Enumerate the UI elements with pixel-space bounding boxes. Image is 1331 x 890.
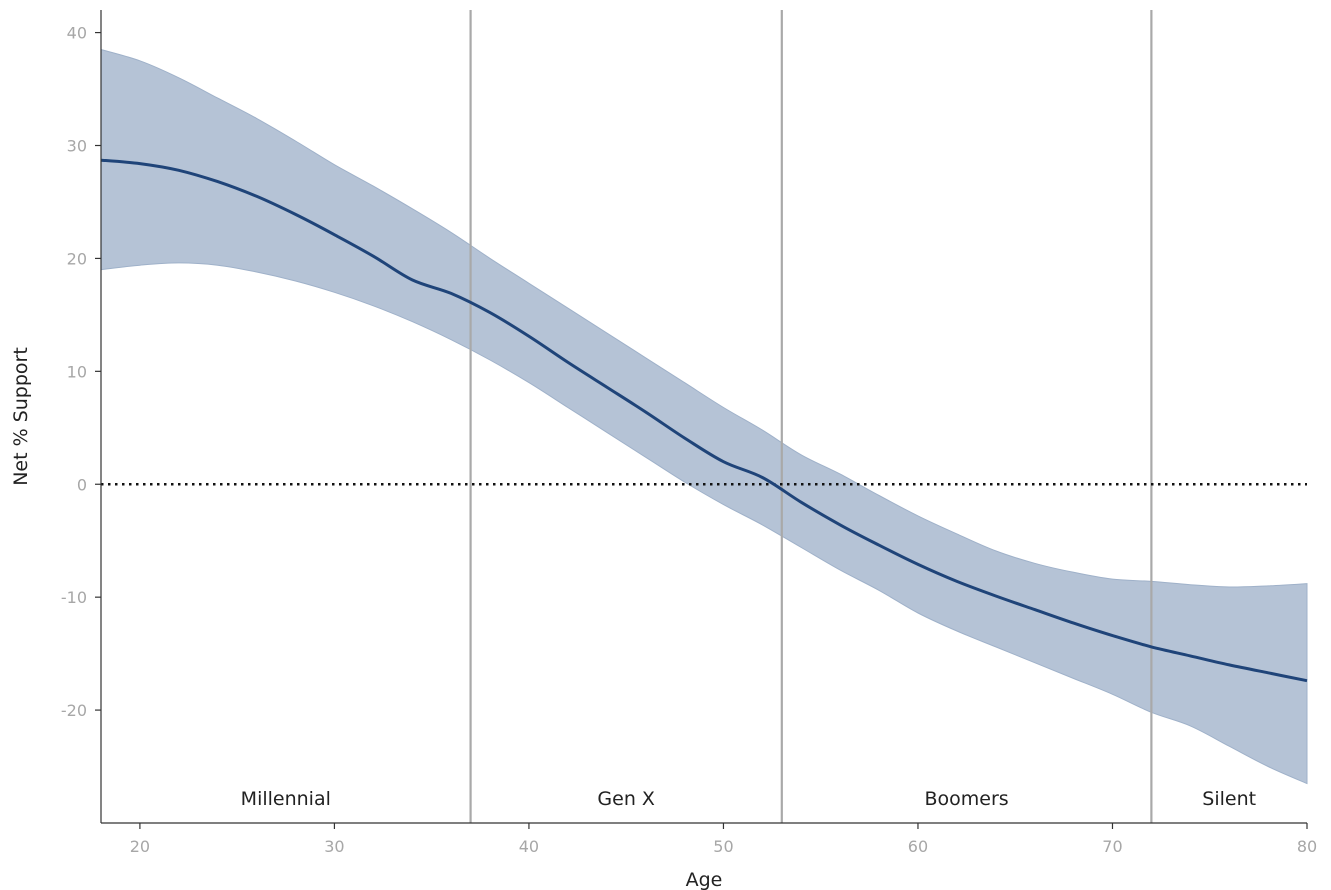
generation-label-millennial: Millennial [241,788,331,810]
y-axis-title: Net % Support [10,347,32,486]
y-tick-label-40: 40 [67,24,87,43]
y-tick-label-20: 20 [67,249,87,268]
generation-boundaries-layer [469,10,1153,823]
x-tick-label-40: 40 [519,837,539,856]
y-tick-label--10: -10 [61,588,87,607]
x-tick-label-60: 60 [908,837,928,856]
x-tick-label-20: 20 [130,837,150,856]
y-tick-label-0: 0 [77,475,87,494]
generation-label-boomers: Boomers [924,788,1008,810]
y-tick-label-10: 10 [67,362,87,381]
generation-label-silent: Silent [1202,788,1256,810]
generation-labels-layer: Millennial Gen X Boomers Silent [241,788,1256,810]
y-tick-label-30: 30 [67,137,87,156]
x-tick-label-80: 80 [1297,837,1317,856]
x-tick-label-30: 30 [324,837,344,856]
x-tick-label-70: 70 [1102,837,1122,856]
trend-line [100,158,1308,683]
confidence-band [100,48,1308,785]
generation-label-gen-x: Gen X [597,788,655,810]
trend-line-layer [100,158,1308,683]
x-axis-title: Age [686,869,723,890]
x-tick-label-50: 50 [713,837,733,856]
confidence-band-layer [100,48,1308,785]
y-tick-label--20: -20 [61,701,87,720]
axes-layer: 20 30 40 50 60 70 80 -20 -10 0 10 20 30 40 [61,10,1317,856]
